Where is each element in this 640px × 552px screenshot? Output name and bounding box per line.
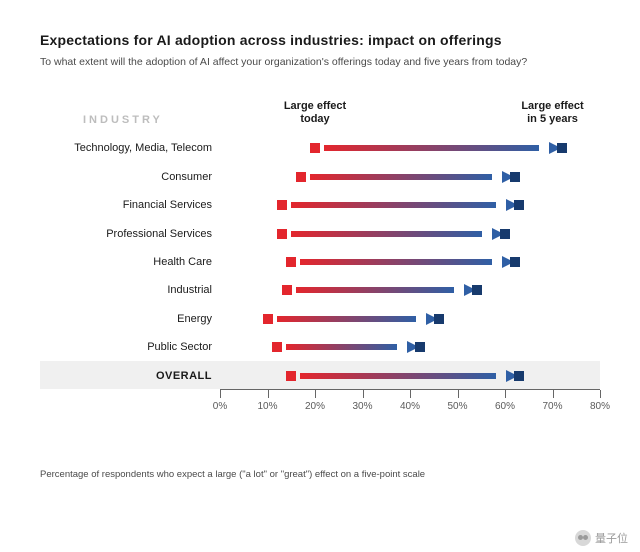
marker-today bbox=[272, 342, 282, 352]
marker-today bbox=[286, 371, 296, 381]
row-label: Consumer bbox=[161, 171, 212, 183]
marker-future bbox=[434, 314, 444, 324]
marker-today bbox=[277, 200, 287, 210]
arrow-line bbox=[277, 316, 416, 322]
x-tick-label: 10% bbox=[257, 401, 277, 412]
legend-today: Large effect today bbox=[284, 100, 346, 125]
marker-today bbox=[282, 285, 292, 295]
chart-row: Public Sector bbox=[220, 333, 600, 361]
arrow-line bbox=[286, 344, 397, 350]
chart-footnote: Percentage of respondents who expect a l… bbox=[40, 469, 425, 480]
marker-future bbox=[510, 172, 520, 182]
chart-area: INDUSTRY Large effect today Large effect… bbox=[40, 100, 600, 450]
marker-today bbox=[277, 229, 287, 239]
marker-future bbox=[500, 229, 510, 239]
watermark-text: 量子位 bbox=[595, 530, 628, 546]
marker-today bbox=[263, 314, 273, 324]
arrow-line bbox=[300, 259, 491, 265]
x-tick bbox=[505, 390, 506, 398]
row-label: Professional Services bbox=[106, 228, 212, 240]
marker-today bbox=[310, 143, 320, 153]
x-tick bbox=[268, 390, 269, 398]
industry-heading: INDUSTRY bbox=[83, 114, 163, 126]
x-tick bbox=[363, 390, 364, 398]
watermark-icon bbox=[575, 530, 591, 546]
x-tick bbox=[315, 390, 316, 398]
chart-row: Health Care bbox=[220, 248, 600, 276]
arrow-line bbox=[310, 174, 492, 180]
chart-row: Consumer bbox=[220, 162, 600, 190]
x-tick-label: 20% bbox=[305, 401, 325, 412]
arrow-line bbox=[300, 373, 496, 379]
chart-row: Professional Services bbox=[220, 219, 600, 247]
chart-row: OVERALL bbox=[220, 362, 600, 390]
x-tick-label: 80% bbox=[590, 401, 610, 412]
x-tick bbox=[600, 390, 601, 398]
x-tick-label: 30% bbox=[352, 401, 372, 412]
chart-subtitle: To what extent will the adoption of AI a… bbox=[40, 56, 527, 70]
chart-row: Energy bbox=[220, 305, 600, 333]
x-tick-label: 70% bbox=[542, 401, 562, 412]
row-label: Public Sector bbox=[147, 341, 212, 353]
x-tick-label: 40% bbox=[400, 401, 420, 412]
x-tick-label: 60% bbox=[495, 401, 515, 412]
arrow-line bbox=[296, 287, 454, 293]
marker-today bbox=[286, 257, 296, 267]
marker-future bbox=[415, 342, 425, 352]
x-tick bbox=[220, 390, 221, 398]
row-label: Energy bbox=[177, 313, 212, 325]
chart-row: Financial Services bbox=[220, 191, 600, 219]
arrow-line bbox=[291, 231, 482, 237]
source-watermark: 量子位 bbox=[575, 530, 628, 546]
x-tick-label: 0% bbox=[213, 401, 227, 412]
row-label: OVERALL bbox=[156, 370, 212, 382]
row-label: Health Care bbox=[153, 256, 212, 268]
chart-card: Expectations for AI adoption across indu… bbox=[16, 14, 624, 524]
legend-future: Large effect in 5 years bbox=[521, 100, 583, 125]
chart-row: Technology, Media, Telecom bbox=[220, 134, 600, 162]
plot-area: 0%10%20%30%40%50%60%70%80%Technology, Me… bbox=[220, 128, 600, 410]
x-tick-label: 50% bbox=[447, 401, 467, 412]
x-tick bbox=[410, 390, 411, 398]
chart-title: Expectations for AI adoption across indu… bbox=[40, 32, 502, 48]
x-tick bbox=[553, 390, 554, 398]
chart-row: Industrial bbox=[220, 276, 600, 304]
marker-future bbox=[514, 371, 524, 381]
marker-today bbox=[296, 172, 306, 182]
marker-future bbox=[472, 285, 482, 295]
marker-future bbox=[510, 257, 520, 267]
row-label: Financial Services bbox=[123, 199, 212, 211]
row-label: Industrial bbox=[167, 284, 212, 296]
arrow-line bbox=[291, 202, 497, 208]
marker-future bbox=[557, 143, 567, 153]
row-label: Technology, Media, Telecom bbox=[74, 142, 212, 154]
x-tick bbox=[458, 390, 459, 398]
marker-future bbox=[514, 200, 524, 210]
arrow-line bbox=[324, 145, 539, 151]
